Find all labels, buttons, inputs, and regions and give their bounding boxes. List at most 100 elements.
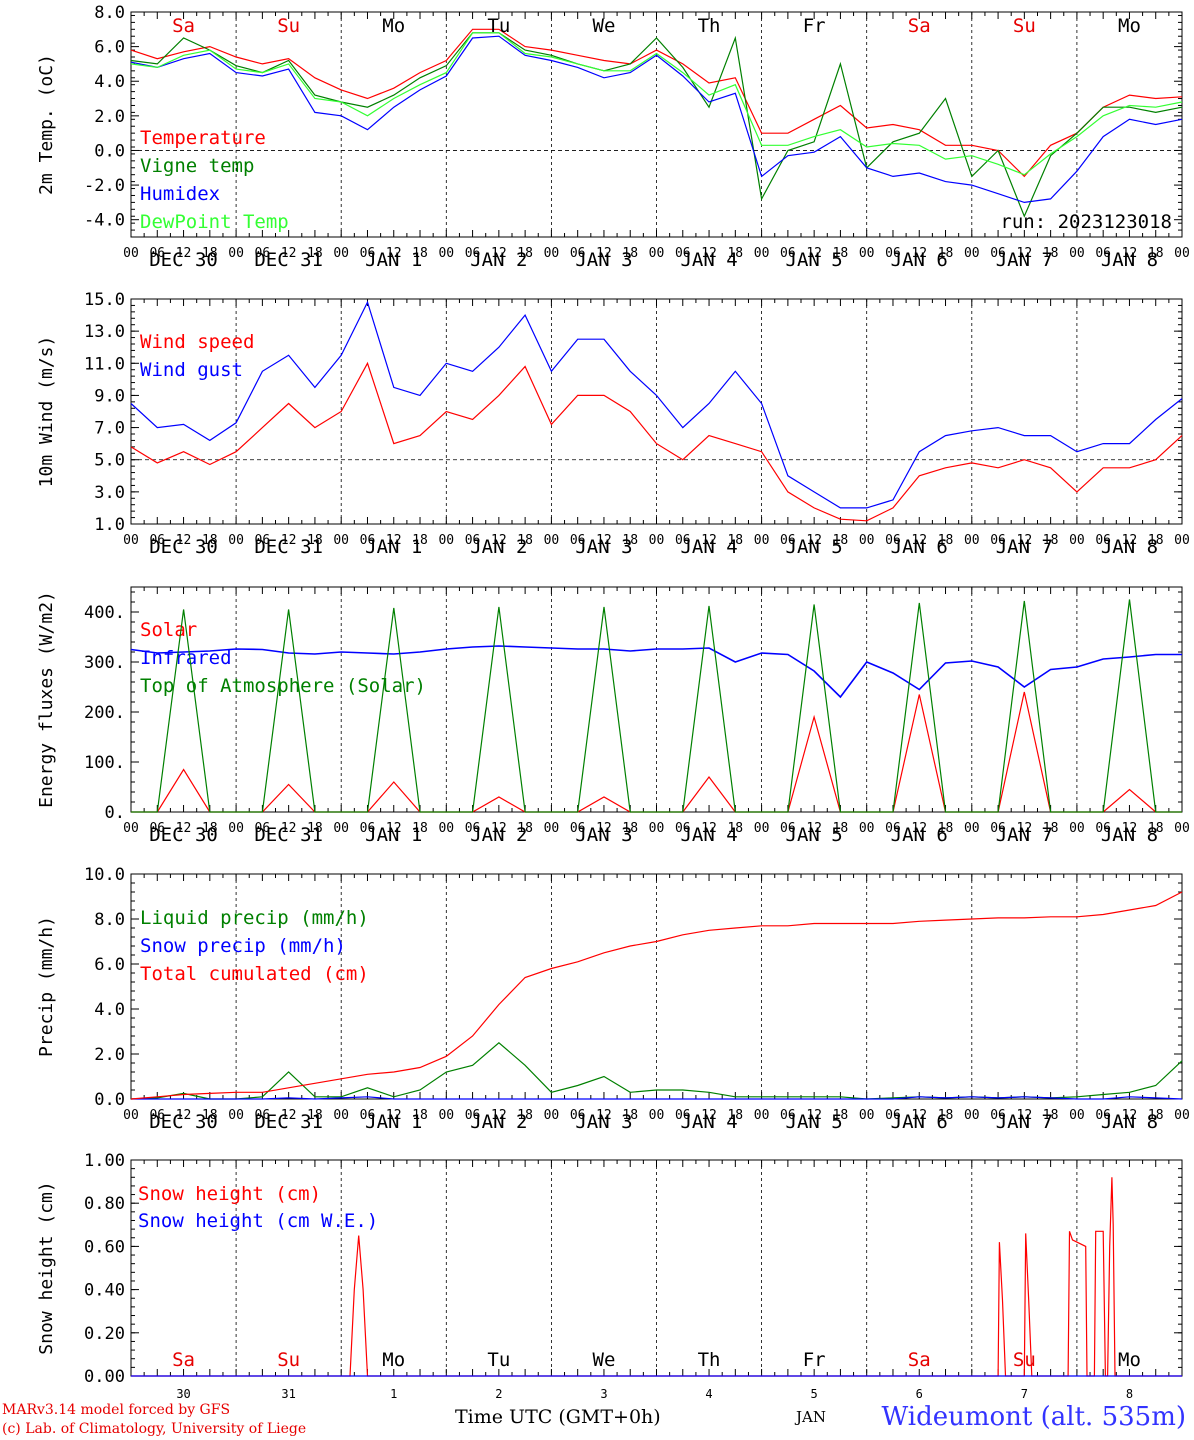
series-line-wind-gust	[130, 300, 1183, 509]
legend-entry: Humidex	[140, 183, 220, 205]
hour-tick-label: 12	[386, 1108, 402, 1123]
hour-tick-label: 06	[885, 533, 901, 548]
hour-tick-label: 06	[570, 246, 586, 261]
hour-tick-label: 18	[517, 821, 533, 836]
date-label: JAN 1	[365, 249, 422, 271]
date-label: JAN 3	[575, 536, 632, 558]
day-name-label: Th	[698, 15, 721, 37]
y-tick-label: 200.	[84, 703, 125, 723]
y-tick-label: -4.0	[84, 211, 125, 231]
legend-entry: Wind gust	[140, 359, 243, 381]
date-label: DEC 30	[149, 249, 218, 271]
series-line-liquid-precip-mm-h	[130, 1042, 1183, 1100]
run-label: run: 2023123018	[1000, 211, 1172, 233]
hour-tick-label: 00	[438, 246, 454, 261]
hour-tick-label: 18	[517, 246, 533, 261]
date-label: DEC 30	[149, 536, 218, 558]
hour-tick-label: 12	[176, 533, 192, 548]
hour-tick-label: 00	[544, 533, 560, 548]
y-tick-label: 4.0	[94, 72, 125, 92]
legend-entry: Total cumulated (cm)	[140, 963, 369, 985]
date-label: JAN 5	[786, 249, 843, 271]
legend-entry: Vigne temp	[140, 155, 254, 177]
hour-tick-label: 06	[360, 533, 376, 548]
y-tick-label: 15.0	[84, 290, 125, 310]
hour-tick-label: 00	[964, 821, 980, 836]
series-line-snow-precip-mm-h	[131, 1096, 1183, 1100]
hour-tick-label: 18	[727, 246, 743, 261]
date-label: JAN 2	[470, 249, 527, 271]
day-name-label: Sa	[172, 15, 195, 37]
hour-tick-label: 18	[938, 246, 954, 261]
credit-line-1: MARv3.14 model forced by GFS	[2, 1402, 231, 1418]
hour-tick-label: 06	[780, 821, 796, 836]
hour-tick-label: 06	[570, 533, 586, 548]
hour-tick-label: 12	[386, 246, 402, 261]
y-tick-label: 1.00	[84, 1151, 125, 1171]
hour-tick-label: 06	[360, 1108, 376, 1123]
hour-tick-label: 00	[964, 246, 980, 261]
date-label: JAN 2	[470, 536, 527, 558]
hour-tick-label: 12	[491, 246, 507, 261]
day-name-label: We	[593, 15, 616, 37]
legend-entry: Snow height (cm W.E.)	[138, 1210, 378, 1232]
y-tick-label: 300.	[84, 653, 125, 673]
hour-tick-label: 00	[1174, 1108, 1190, 1123]
hour-tick-label: 00	[438, 533, 454, 548]
y-tick-label: 8.0	[94, 3, 125, 23]
y-axis-label: Energy fluxes (W/m2)	[36, 591, 57, 808]
hour-tick-label: 18	[622, 1108, 638, 1123]
day-name-label: Tu	[487, 1349, 510, 1371]
y-tick-label: 3.0	[94, 483, 125, 503]
day-number-label: 3	[600, 1387, 607, 1401]
hour-tick-label: 00	[859, 246, 875, 261]
y-tick-label: 6.0	[94, 955, 125, 975]
hour-tick-label: 18	[412, 533, 428, 548]
date-label: JAN 3	[575, 1111, 632, 1133]
y-tick-label: 0.	[105, 803, 125, 823]
y-tick-label: 2.0	[94, 1045, 125, 1065]
date-label: JAN 1	[365, 536, 422, 558]
hour-tick-label: 06	[255, 1108, 271, 1123]
hour-tick-label: 06	[570, 821, 586, 836]
hour-tick-label: 00	[228, 533, 244, 548]
hour-tick-label: 12	[491, 533, 507, 548]
panel-frame	[130, 11, 1183, 238]
hour-tick-label: 18	[202, 821, 218, 836]
hour-tick-label: 12	[911, 246, 927, 261]
hour-tick-label: 12	[806, 246, 822, 261]
hour-tick-label: 18	[833, 1108, 849, 1123]
hour-tick-label: 12	[1122, 533, 1138, 548]
hour-tick-label: 00	[228, 1108, 244, 1123]
hour-tick-label: 00	[123, 821, 139, 836]
hour-tick-label: 00	[964, 1108, 980, 1123]
day-name-label: Sa	[908, 15, 931, 37]
hour-tick-label: 18	[1043, 1108, 1059, 1123]
date-label: JAN 4	[680, 1111, 737, 1133]
hour-tick-label: 12	[911, 821, 927, 836]
hour-tick-label: 00	[123, 246, 139, 261]
hour-tick-label: 12	[1017, 533, 1033, 548]
day-name-label: Sa	[172, 1349, 195, 1371]
hour-tick-label: 00	[544, 246, 560, 261]
hour-tick-label: 18	[727, 1108, 743, 1123]
date-label: JAN 6	[891, 536, 948, 558]
x-axis-label: Time UTC (GMT+0h)	[455, 1406, 661, 1428]
hour-tick-label: 18	[307, 821, 323, 836]
hour-tick-label: 06	[990, 1108, 1006, 1123]
hour-tick-label: 06	[990, 246, 1006, 261]
legend-entry: Snow precip (mm/h)	[140, 935, 346, 957]
date-label: JAN 1	[365, 1111, 422, 1133]
day-name-label: Mo	[382, 1349, 405, 1371]
date-label: JAN 2	[470, 1111, 527, 1133]
hour-tick-label: 12	[1017, 1108, 1033, 1123]
hour-tick-label: 12	[281, 533, 297, 548]
date-label: JAN 7	[996, 824, 1053, 846]
hour-tick-label: 18	[833, 533, 849, 548]
hour-tick-label: 00	[123, 533, 139, 548]
date-label: DEC 30	[149, 824, 218, 846]
day-number-label: 6	[916, 1387, 923, 1401]
hour-tick-label: 18	[727, 821, 743, 836]
y-tick-label: 1.0	[94, 515, 125, 535]
hour-tick-label: 12	[386, 533, 402, 548]
